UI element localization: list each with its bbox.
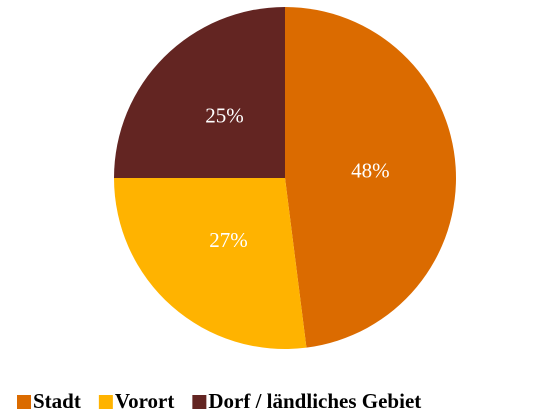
legend-swatch xyxy=(192,395,207,409)
legend-label: Stadt xyxy=(33,389,81,413)
pie-slice xyxy=(285,7,456,348)
legend-swatch xyxy=(98,395,113,409)
legend-label: Vorort xyxy=(115,389,175,413)
legend-swatch xyxy=(17,395,31,409)
value-label: 25% xyxy=(205,103,244,127)
pie-slice xyxy=(114,178,307,349)
value-label: 48% xyxy=(351,158,390,182)
value-label: 27% xyxy=(209,228,248,252)
legend-label: Dorf / ländliches Gebiet xyxy=(208,389,421,413)
pie-slice xyxy=(114,7,285,178)
